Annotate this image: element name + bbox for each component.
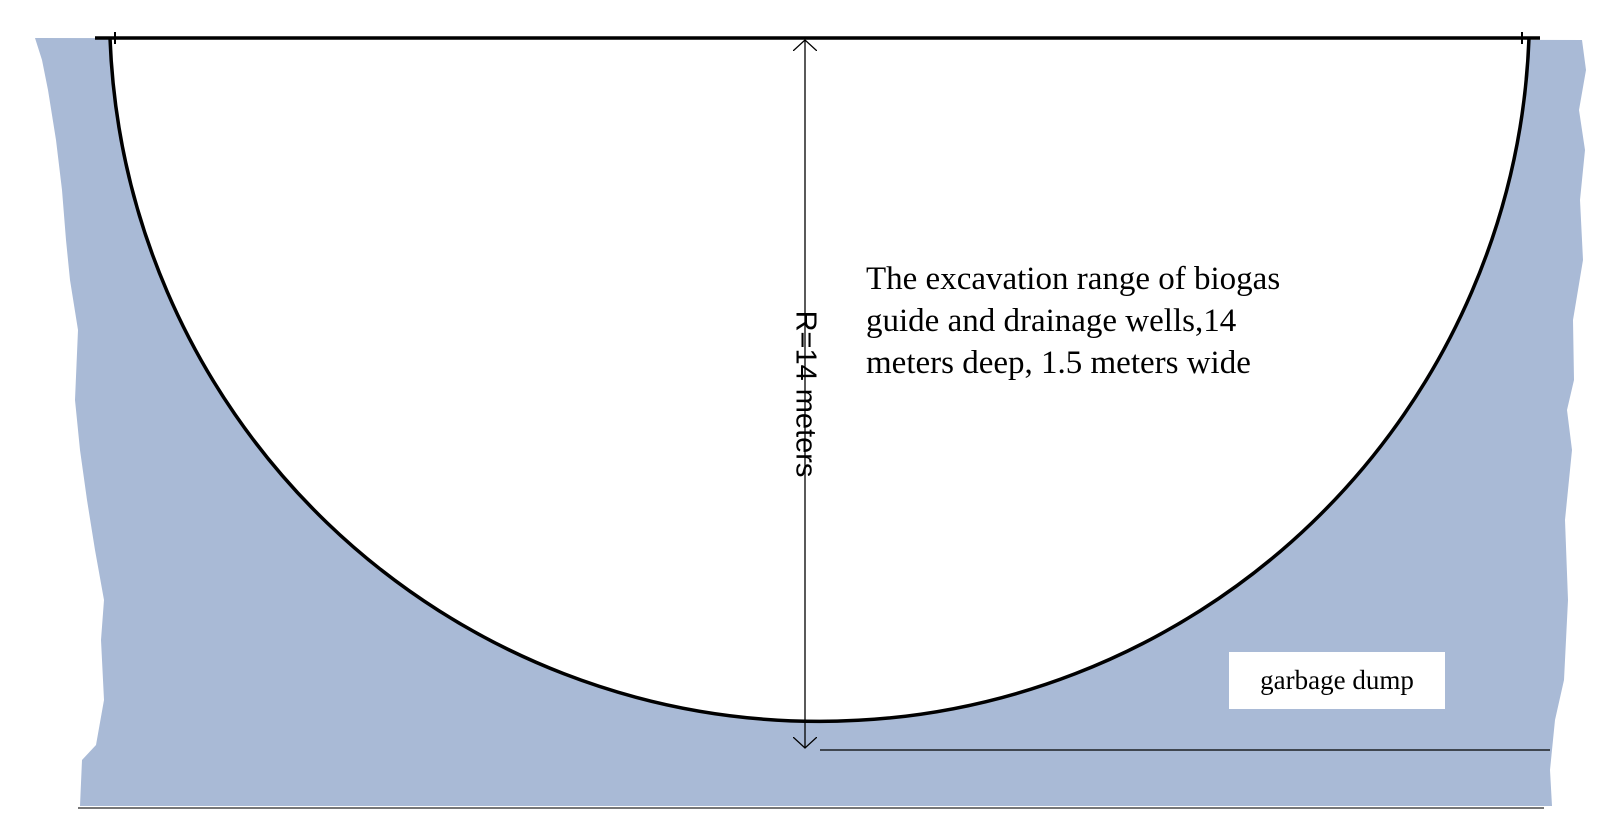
excavation-boundary-arc [108,37,1531,724]
excavation-area [110,38,1529,722]
excavation-description-line-3: meters deep, 1.5 meters wide [866,345,1251,381]
excavation-description: The excavation range of biogas guide and… [866,258,1386,384]
radius-label: R=14 meters [789,310,822,478]
garbage-dump-label: garbage dump [1260,665,1414,695]
garbage-dump-label-box: garbage dump [1229,652,1445,709]
excavation-description-line-2: guide and drainage wells,14 [866,303,1237,339]
excavation-description-line-1: The excavation range of biogas [866,261,1281,297]
